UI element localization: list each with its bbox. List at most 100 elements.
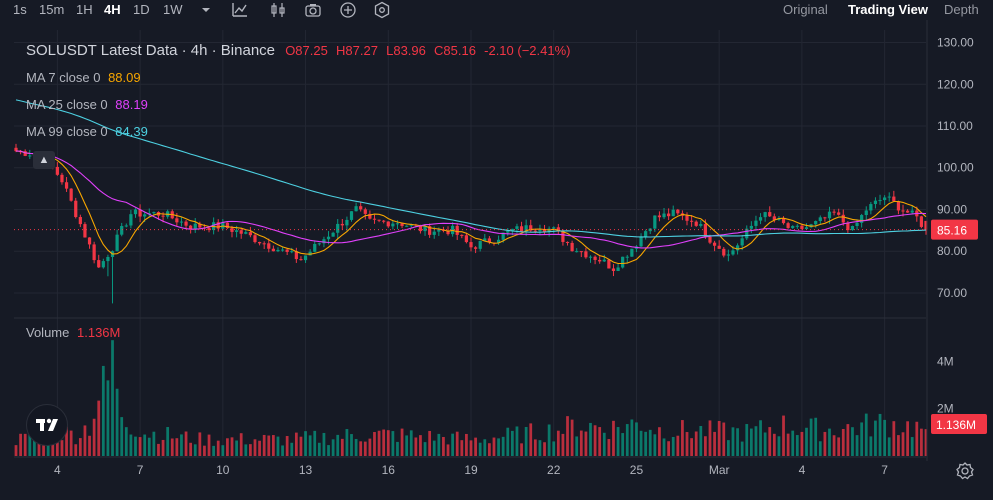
volume-bar <box>593 425 597 456</box>
volume-bar <box>184 431 188 456</box>
plus-circle-icon[interactable] <box>339 1 357 19</box>
view-tab-depth[interactable]: Depth <box>944 2 979 17</box>
candle-body <box>864 210 868 216</box>
volume-bar <box>106 380 110 456</box>
volume-bar <box>262 434 266 456</box>
timeframe-4h[interactable]: 4H <box>104 2 121 17</box>
volume-bar <box>740 441 744 456</box>
volume-bar <box>101 365 105 456</box>
candle-body <box>92 244 96 261</box>
time-tick-label: 7 <box>137 463 144 477</box>
volume-bar <box>616 427 620 456</box>
candle-body <box>423 226 427 232</box>
volume-bar <box>152 431 156 456</box>
candle-body <box>644 231 648 237</box>
candle-body <box>83 224 87 238</box>
settings-gear-icon[interactable] <box>955 461 975 481</box>
ohlc-high: H87.27 <box>336 43 378 58</box>
volume-bar <box>681 420 684 456</box>
volume-bar <box>212 445 216 456</box>
chevron-down-icon[interactable] <box>197 1 215 19</box>
volume-bar <box>823 431 827 456</box>
line-chart-icon[interactable] <box>231 1 249 19</box>
price-tick-label: 70.00 <box>937 286 967 300</box>
volume-bar <box>391 431 395 456</box>
candle-body <box>234 230 239 232</box>
ma7-legend[interactable]: MA 7 close 0 88.09 <box>26 70 141 85</box>
volume-bar <box>782 415 785 456</box>
candle-body <box>694 221 698 226</box>
candle-body <box>837 212 841 215</box>
candle-body <box>501 232 505 240</box>
volume-bar <box>552 441 556 456</box>
timeframe-15m[interactable]: 15m <box>39 2 65 17</box>
candles-icon[interactable] <box>269 1 287 19</box>
ma25-legend[interactable]: MA 25 close 0 88.19 <box>26 97 148 112</box>
view-tab-original[interactable]: Original <box>783 2 828 17</box>
volume-bar <box>694 431 698 456</box>
volume-bar <box>336 434 340 456</box>
indicators-icon[interactable] <box>373 1 391 19</box>
candle-body <box>244 232 248 234</box>
volume-tick-label: 4M <box>937 354 954 368</box>
volume-bar <box>676 435 680 456</box>
ma99-value: 84.39 <box>115 124 148 139</box>
volume-bar <box>478 442 482 456</box>
candle-body <box>722 248 726 256</box>
candle-body <box>772 216 776 220</box>
candle-body <box>749 225 753 229</box>
candle-body <box>883 197 887 201</box>
volume-bar <box>579 430 583 456</box>
candle-body <box>561 231 565 242</box>
time-tick-label: 4 <box>799 463 806 477</box>
volume-bar <box>483 439 487 456</box>
volume-bar <box>386 430 390 456</box>
tradingview-logo[interactable] <box>26 404 68 446</box>
volume-bar <box>373 432 376 456</box>
volume-bar <box>846 424 850 456</box>
volume-bar <box>851 427 854 456</box>
price-tick-label: 100.00 <box>937 161 974 175</box>
candle-body <box>97 260 101 268</box>
timeframe-1h[interactable]: 1H <box>76 2 93 17</box>
volume-bar <box>428 430 432 456</box>
volume-bar <box>455 431 459 456</box>
timeframe-1s[interactable]: 1s <box>13 2 27 17</box>
candle-body <box>731 250 735 255</box>
collapse-legend-button[interactable]: ▲ <box>33 151 55 169</box>
candle-body <box>814 221 818 225</box>
candle-body <box>717 245 721 249</box>
volume-bar <box>621 433 625 456</box>
camera-icon[interactable] <box>304 1 322 19</box>
volume-bar <box>446 444 450 456</box>
volume-bar <box>143 434 147 456</box>
volume-bar <box>313 430 317 456</box>
candle-body <box>786 223 790 228</box>
volume-bar <box>791 430 795 456</box>
volume-bar <box>892 421 896 456</box>
current-price-label: 85.16 <box>937 224 967 238</box>
ma99-legend[interactable]: MA 99 close 0 84.39 <box>26 124 148 139</box>
volume-bar <box>777 436 781 456</box>
timeframe-1w[interactable]: 1W <box>163 2 183 17</box>
volume-bar <box>897 435 900 456</box>
candle-body <box>671 209 675 217</box>
volume-bar <box>253 439 257 456</box>
candle-body <box>602 259 606 262</box>
timeframe-1d[interactable]: 1D <box>133 2 150 17</box>
volume-bar <box>612 420 615 456</box>
volume-bar <box>809 418 813 456</box>
volume-bar <box>308 435 312 456</box>
candle-body <box>326 236 331 240</box>
candle-body <box>432 231 436 235</box>
volume-bar <box>124 427 128 456</box>
volume-bar <box>717 420 721 456</box>
time-tick-label: Mar <box>709 463 730 477</box>
view-tab-trading-view[interactable]: Trading View <box>848 2 928 17</box>
candle-body <box>575 251 579 253</box>
volume-bar <box>175 438 179 456</box>
volume-bar <box>340 438 344 456</box>
candle-body <box>533 230 537 232</box>
candle-body <box>55 166 59 175</box>
